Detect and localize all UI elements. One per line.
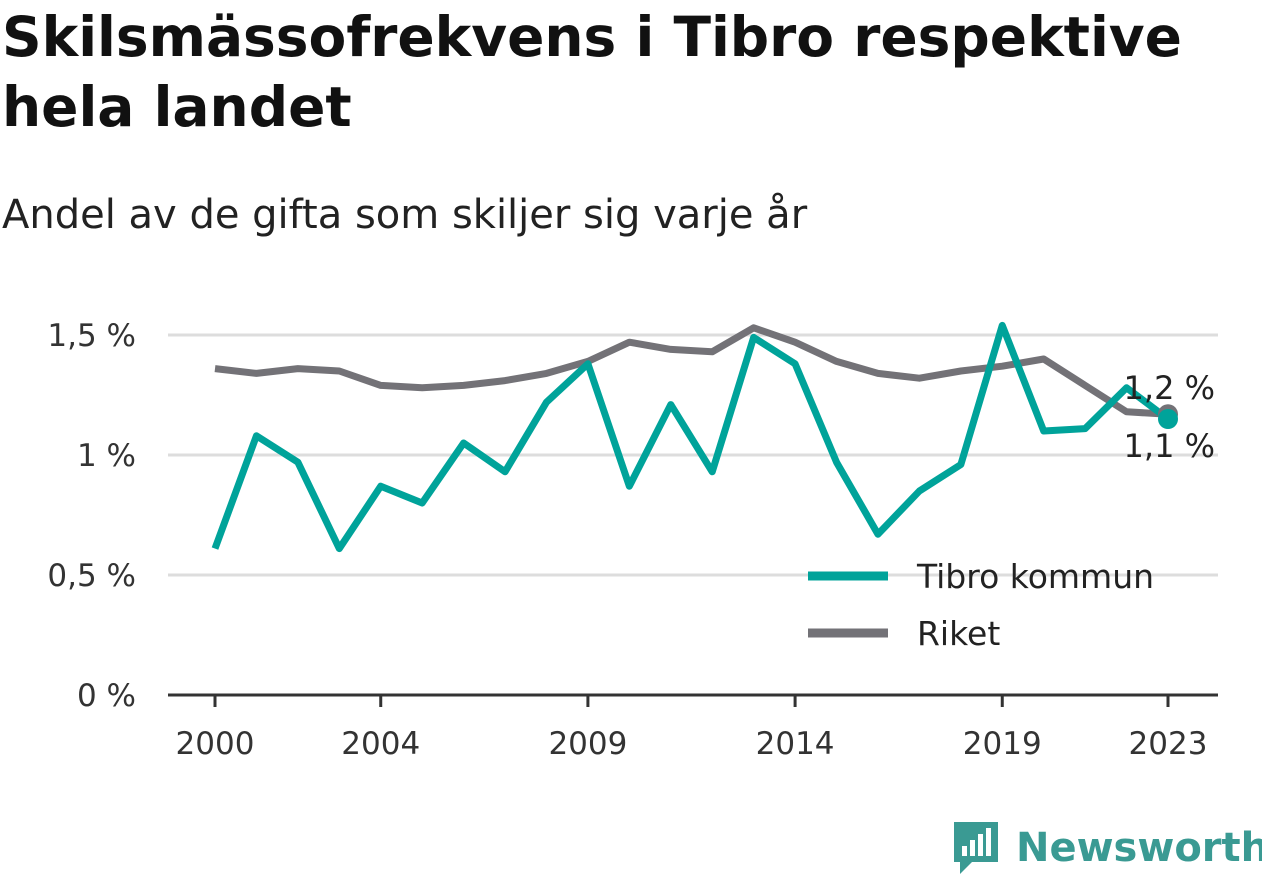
- legend: Tibro kommun Riket: [808, 557, 1154, 653]
- y-tick-label: 1 %: [77, 438, 136, 474]
- x-tick-label: 2023: [1129, 726, 1208, 762]
- x-tick-label: 2000: [176, 726, 255, 762]
- x-tick-label: 2004: [341, 726, 420, 762]
- gridlines: [168, 333, 1218, 577]
- end-label-riket: 1,2 %: [1124, 369, 1215, 407]
- x-tick-label: 2014: [756, 726, 835, 762]
- x-tick-label: 2019: [963, 726, 1042, 762]
- x-axis: 2000 2004 2009 2014 2019 2023: [168, 693, 1218, 762]
- y-tick-label: 0,5 %: [47, 558, 136, 594]
- y-axis-ticks: 0 % 0,5 % 1 % 1,5 %: [47, 318, 136, 714]
- end-labels: 1,1 % 1,2 %: [1124, 369, 1215, 465]
- end-label-tibro: 1,1 %: [1124, 427, 1215, 465]
- y-tick-label: 1,5 %: [47, 318, 136, 354]
- legend-label-riket: Riket: [917, 614, 1000, 653]
- y-tick-label: 0 %: [77, 678, 136, 714]
- newsworthy-logo-icon: [954, 821, 998, 874]
- series-lines: [211, 321, 1178, 553]
- x-tick-label: 2009: [548, 726, 627, 762]
- series-line-riket: [214, 324, 1169, 418]
- series-line-tibro: [211, 321, 1171, 553]
- brand-logo: Newsworthy: [950, 815, 1262, 880]
- end-marker-tibro: [1158, 409, 1178, 429]
- brand-name: Newsworthy: [1016, 824, 1262, 871]
- chart-subtitle: Andel av de gifta som skiljer sig varje …: [2, 192, 808, 238]
- chart-title: Skilsmässofrekvens i Tibro respektive he…: [2, 5, 1182, 139]
- legend-label-tibro: Tibro kommun: [916, 557, 1154, 596]
